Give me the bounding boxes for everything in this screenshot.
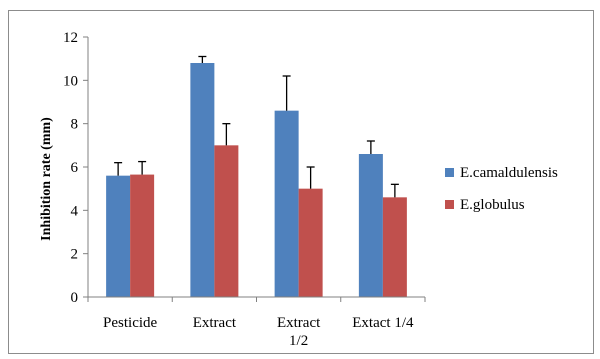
- y-tick-label: 6: [71, 160, 79, 176]
- x-category-label: Pesticide: [103, 315, 157, 331]
- bar: [106, 175, 131, 297]
- x-category-label: Extract: [193, 315, 237, 331]
- bar: [214, 145, 239, 297]
- x-category-label: Extact 1/4: [352, 315, 414, 331]
- legend-label: E.globulus: [460, 197, 525, 213]
- bar: [190, 63, 215, 297]
- bar: [382, 197, 407, 297]
- legend-label: E.camaldulensis: [460, 165, 558, 181]
- bar: [298, 188, 323, 297]
- x-category-label: 1/2: [289, 333, 308, 349]
- bar: [130, 174, 155, 297]
- y-tick-label: 2: [71, 247, 79, 263]
- error-bars: [114, 55, 399, 198]
- x-axis: Pesticide Extract Extract 1/2 Extact 1/4: [87, 296, 426, 349]
- bar: [274, 110, 299, 298]
- y-axis-label: Inhibition rate (mm): [39, 117, 54, 241]
- legend-swatch: [445, 200, 454, 209]
- y-tick-label: 0: [71, 290, 79, 306]
- x-category-label: Extract: [277, 315, 321, 331]
- legend-swatch: [445, 168, 454, 177]
- y-tick-label: 8: [71, 117, 79, 133]
- y-tick-label: 12: [63, 30, 78, 46]
- y-axis-ticks: 0 2 4 6 8 10 12: [63, 30, 89, 306]
- y-tick-label: 10: [63, 73, 78, 89]
- legend: E.camaldulensis E.globulus: [445, 165, 558, 213]
- bars: [106, 63, 407, 298]
- bar: [358, 154, 383, 297]
- y-tick-label: 4: [71, 203, 79, 219]
